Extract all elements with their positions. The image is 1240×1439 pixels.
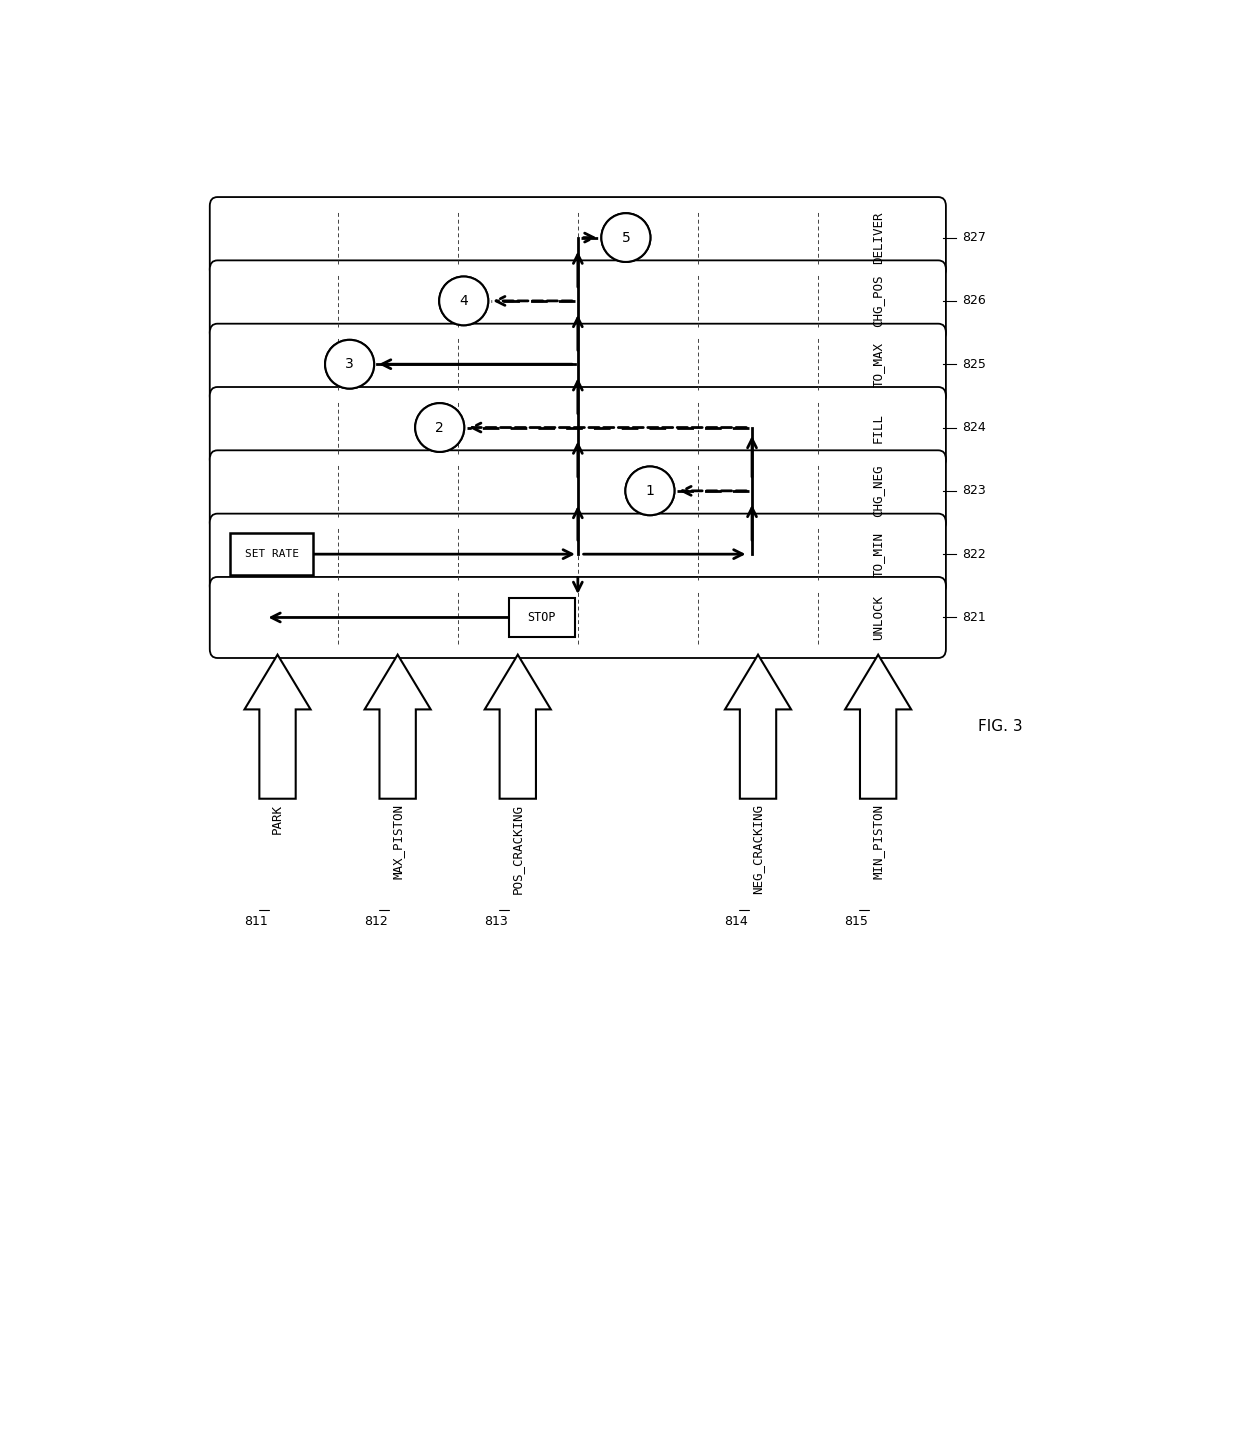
Text: 823: 823 (962, 485, 986, 498)
Text: 4: 4 (459, 294, 467, 308)
Text: 2: 2 (435, 420, 444, 435)
FancyBboxPatch shape (210, 514, 946, 594)
Text: SET RATE: SET RATE (244, 550, 299, 560)
Polygon shape (846, 655, 911, 799)
Ellipse shape (439, 276, 489, 325)
Text: 5: 5 (621, 230, 630, 245)
FancyBboxPatch shape (210, 577, 946, 658)
Text: 822: 822 (962, 548, 986, 561)
FancyBboxPatch shape (508, 599, 574, 636)
Text: 1: 1 (646, 484, 655, 498)
Polygon shape (244, 655, 310, 799)
Text: FILL: FILL (872, 413, 884, 443)
Text: CHG_NEG: CHG_NEG (872, 465, 884, 517)
Text: POS_CRACKING: POS_CRACKING (511, 804, 525, 894)
Text: 814: 814 (724, 915, 748, 928)
Text: MIN_PISTON: MIN_PISTON (872, 804, 884, 879)
Text: FIG. 3: FIG. 3 (978, 720, 1023, 734)
Text: 3: 3 (345, 357, 353, 371)
Text: 3: 3 (345, 357, 353, 371)
Text: DELIVER: DELIVER (872, 212, 884, 263)
FancyBboxPatch shape (210, 450, 946, 531)
Text: STOP: STOP (527, 612, 556, 625)
Ellipse shape (625, 466, 675, 515)
Text: PARK: PARK (272, 804, 284, 835)
Text: TO_MIN: TO_MIN (872, 531, 884, 577)
Polygon shape (725, 655, 791, 799)
Text: 827: 827 (962, 232, 986, 245)
FancyBboxPatch shape (210, 260, 946, 341)
Text: 5: 5 (621, 230, 630, 245)
Text: 4: 4 (459, 294, 467, 308)
Text: 2: 2 (435, 420, 444, 435)
Polygon shape (365, 655, 430, 799)
Ellipse shape (325, 340, 374, 389)
FancyBboxPatch shape (210, 324, 946, 404)
Text: 811: 811 (244, 915, 268, 928)
FancyBboxPatch shape (210, 197, 946, 278)
Text: 826: 826 (962, 295, 986, 308)
Text: 825: 825 (962, 358, 986, 371)
Ellipse shape (439, 276, 489, 325)
Text: 1: 1 (646, 484, 655, 498)
Text: 813: 813 (485, 915, 508, 928)
Ellipse shape (601, 213, 651, 262)
Text: UNLOCK: UNLOCK (872, 594, 884, 640)
FancyBboxPatch shape (210, 387, 946, 468)
Ellipse shape (415, 403, 464, 452)
Text: CHG_POS: CHG_POS (872, 275, 884, 327)
Text: NEG_CRACKING: NEG_CRACKING (751, 804, 765, 894)
Text: MAX_PISTON: MAX_PISTON (391, 804, 404, 879)
Ellipse shape (415, 403, 464, 452)
Text: TO_MAX: TO_MAX (872, 341, 884, 387)
Text: 821: 821 (962, 612, 986, 625)
Text: 812: 812 (365, 915, 388, 928)
Ellipse shape (325, 340, 374, 389)
FancyBboxPatch shape (229, 534, 314, 576)
Text: 815: 815 (844, 915, 868, 928)
Polygon shape (485, 655, 551, 799)
Text: 824: 824 (962, 422, 986, 435)
Ellipse shape (601, 213, 651, 262)
Ellipse shape (625, 466, 675, 515)
